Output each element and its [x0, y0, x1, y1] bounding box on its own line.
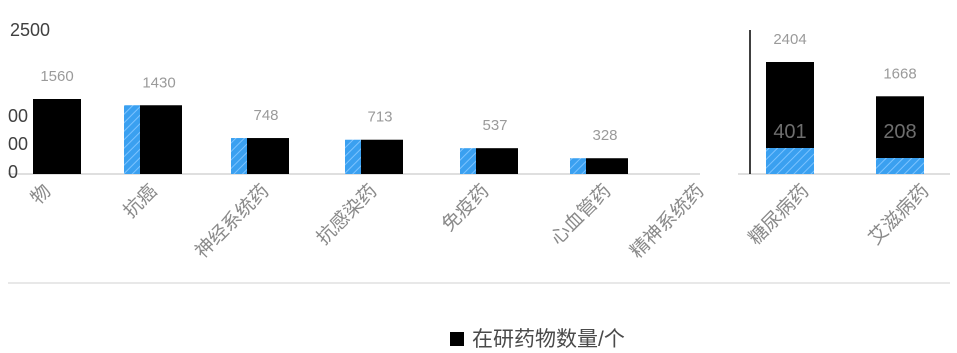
y-tick-label: 2500	[10, 20, 50, 40]
bar-hatched	[570, 158, 586, 174]
data-labels: 1560 1430 748 713 537 328 2404 401 1668 208	[40, 31, 916, 144]
bar-hatched	[345, 139, 361, 174]
bar-series	[33, 62, 924, 174]
category-labels: 物 抗癌 神经系统药 抗感染药 免疫药 心血管药 精神系统药 糖尿病药 艾滋病药	[27, 180, 934, 263]
bar-hatched	[876, 158, 924, 174]
bar-black	[140, 105, 182, 174]
category-label: 心血管药	[546, 180, 615, 249]
category-label: 抗癌	[119, 180, 161, 222]
bar-black	[586, 158, 628, 174]
bar-black	[476, 148, 518, 174]
bar-black	[876, 96, 924, 158]
bar-value-label: 1668	[883, 65, 916, 82]
bar-value-label: 748	[253, 107, 278, 124]
legend-swatch	[450, 332, 464, 346]
legend-label: 在研药物数量/个	[472, 328, 625, 351]
y-tick-label: 00	[8, 134, 28, 154]
bar-inner-label: 401	[773, 121, 806, 143]
bar-inner-label: 208	[883, 121, 916, 143]
bar-value-label: 713	[367, 109, 392, 126]
bar-hatched	[124, 105, 140, 174]
category-label: 抗感染药	[312, 180, 381, 249]
bar-black	[247, 138, 289, 174]
category-label: 物	[27, 180, 56, 209]
category-label: 免疫药	[438, 180, 494, 236]
bar-hatched	[231, 138, 247, 174]
bar-hatched	[766, 148, 814, 174]
bar-value-label: 328	[592, 127, 617, 144]
category-label: 糖尿病药	[744, 180, 813, 249]
bar-value-label: 1560	[40, 68, 73, 85]
category-label: 艾滋病药	[864, 180, 933, 249]
bar-black	[766, 62, 814, 148]
y-tick-label: 00	[8, 106, 28, 126]
bar-value-label: 537	[482, 117, 507, 134]
y-tick-label: 0	[8, 162, 18, 182]
legend: 在研药物数量/个	[450, 328, 625, 351]
bar-black	[33, 99, 81, 174]
bar-hatched	[460, 148, 476, 174]
category-label: 神经系统药	[191, 180, 274, 263]
bar-value-label: 1430	[142, 74, 175, 91]
bar-value-label: 2404	[773, 31, 806, 48]
category-label: 精神系统药	[626, 180, 709, 263]
bar-black	[361, 139, 403, 174]
